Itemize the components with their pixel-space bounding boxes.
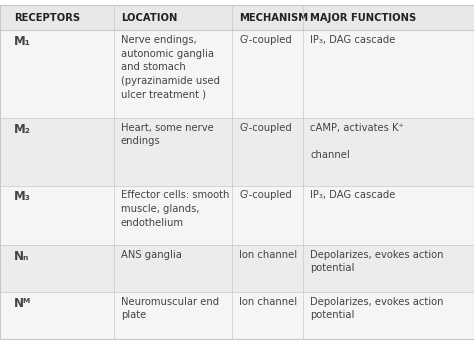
Bar	[0, 30, 474, 118]
Text: cAMP, activates K⁺

channel: cAMP, activates K⁺ channel	[310, 123, 404, 160]
Text: LOCATION: LOCATION	[121, 13, 177, 23]
Bar	[0, 5, 474, 30]
Text: Nₙ: Nₙ	[14, 250, 29, 262]
Bar	[0, 185, 474, 245]
Text: MECHANISM: MECHANISM	[239, 13, 309, 23]
Bar	[0, 245, 474, 292]
Text: Gⁱ-coupled: Gⁱ-coupled	[239, 190, 292, 200]
Text: Gⁱ-coupled: Gⁱ-coupled	[239, 123, 292, 133]
Text: M₁: M₁	[14, 35, 31, 48]
Text: IP₃, DAG cascade: IP₃, DAG cascade	[310, 190, 396, 200]
Bar	[0, 292, 474, 339]
Text: Gⁱ-coupled: Gⁱ-coupled	[239, 35, 292, 45]
Text: IP₃, DAG cascade: IP₃, DAG cascade	[310, 35, 396, 45]
Text: Depolarizes, evokes action
potential: Depolarizes, evokes action potential	[310, 250, 444, 273]
Text: Effector cells: smooth
muscle, glands,
endothelium: Effector cells: smooth muscle, glands, e…	[121, 190, 229, 227]
Text: Ion channel: Ion channel	[239, 250, 298, 260]
Text: Ion channel: Ion channel	[239, 297, 298, 307]
Text: RECEPTORS: RECEPTORS	[14, 13, 81, 23]
Text: Depolarizes, evokes action
potential: Depolarizes, evokes action potential	[310, 297, 444, 320]
Text: MAJOR FUNCTIONS: MAJOR FUNCTIONS	[310, 13, 417, 23]
Text: ANS ganglia: ANS ganglia	[121, 250, 182, 260]
Bar	[0, 118, 474, 185]
Text: Heart, some nerve
endings: Heart, some nerve endings	[121, 123, 214, 147]
Text: M₃: M₃	[14, 190, 31, 203]
Text: M₂: M₂	[14, 123, 31, 136]
Text: Neuromuscular end
plate: Neuromuscular end plate	[121, 297, 219, 320]
Text: Nerve endings,
autonomic ganglia
and stomach
(pyrazinamide used
ulcer treatment : Nerve endings, autonomic ganglia and sto…	[121, 35, 220, 99]
Text: Nᴹ: Nᴹ	[14, 297, 31, 310]
